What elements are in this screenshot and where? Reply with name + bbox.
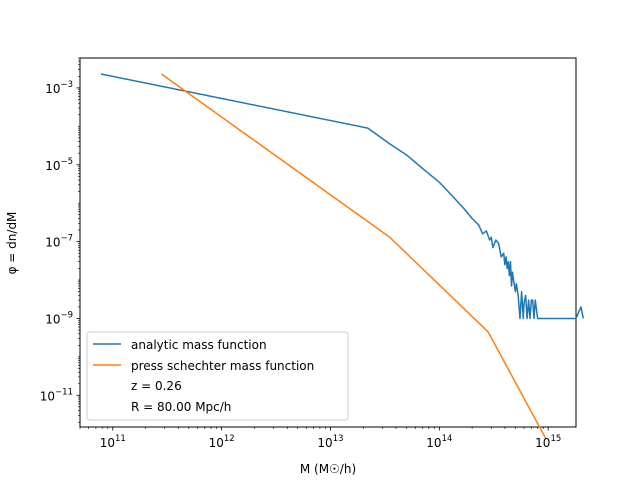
legend-label-redshift: z = 0.26 — [131, 379, 182, 393]
y-tick-label: 10−3 — [45, 80, 73, 96]
x-axis-label: M (M☉/h) — [300, 462, 356, 476]
legend-label-radius: R = 80.00 Mpc/h — [131, 400, 231, 414]
legend: analytic mass function press schechter m… — [86, 331, 349, 421]
x-tick-label: 1012 — [209, 434, 235, 450]
legend-label-press-schechter: press schechter mass function — [131, 359, 314, 373]
x-tick-label: 1011 — [100, 434, 126, 450]
x-tick-label: 1013 — [317, 434, 343, 450]
series-layer — [100, 73, 585, 439]
y-axis-label: φ = dn/dM — [5, 212, 19, 275]
legend-label-analytic: analytic mass function — [131, 338, 267, 352]
series-line-1 — [161, 73, 547, 439]
y-tick-label: 10−5 — [45, 157, 73, 173]
series-line-0 — [100, 73, 585, 320]
x-axis-ticks: 1011 1012 1013 1014 1015 — [79, 427, 561, 450]
x-tick-label: 1014 — [426, 434, 452, 450]
y-tick-label: 10−9 — [45, 310, 73, 326]
x-tick-label: 1015 — [535, 434, 561, 450]
y-axis-ticks: 10−11 10−9 10−7 10−5 10−3 — [40, 57, 80, 423]
legend-box — [86, 331, 349, 421]
y-tick-label: 10−11 — [40, 387, 73, 403]
y-tick-label: 10−7 — [45, 234, 73, 250]
